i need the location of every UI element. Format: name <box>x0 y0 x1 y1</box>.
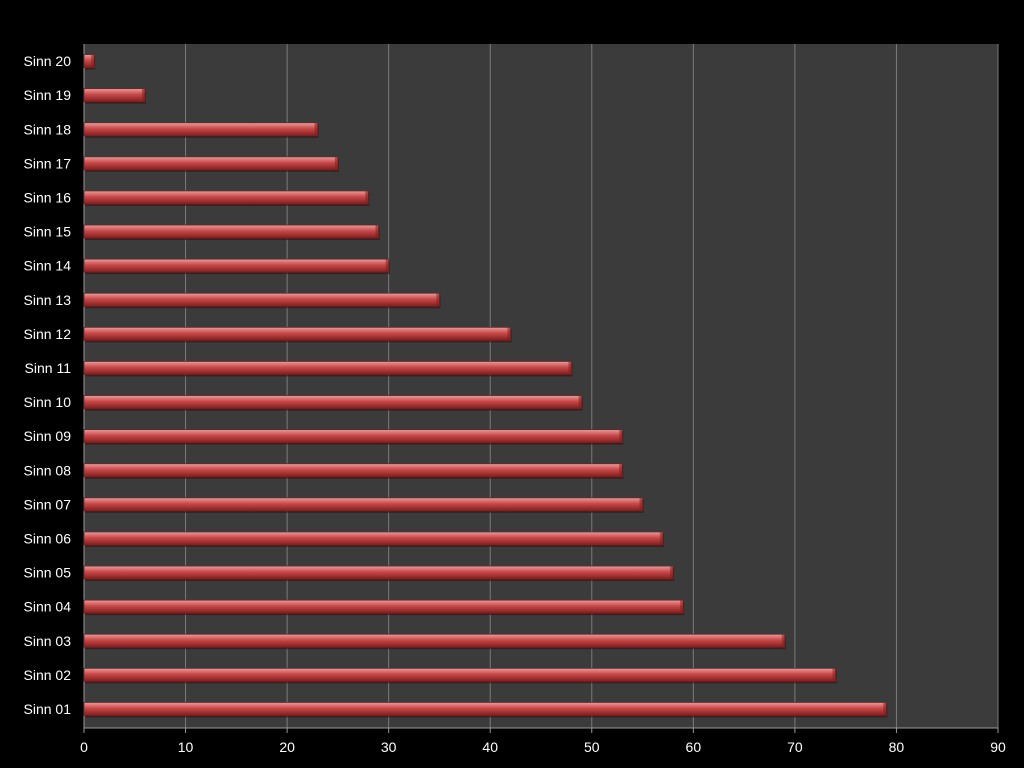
bar-sinn-15 <box>83 224 379 239</box>
bar-sinn-18 <box>83 122 318 137</box>
bar-cap-sinn-16 <box>365 190 369 204</box>
bar-group-sinn-01 <box>83 702 888 718</box>
x-tick-label-10: 10 <box>178 739 194 755</box>
y-tick-label-sinn-02: Sinn 02 <box>24 667 72 683</box>
y-tick-label-sinn-18: Sinn 18 <box>24 121 72 137</box>
bar-group-sinn-10 <box>83 395 583 411</box>
bar-group-sinn-08 <box>83 463 624 479</box>
y-tick-label-sinn-10: Sinn 10 <box>24 394 72 410</box>
bar-sinn-07 <box>83 497 643 512</box>
x-tick-label-20: 20 <box>279 739 295 755</box>
y-tick-label-sinn-19: Sinn 19 <box>24 87 72 103</box>
bar-group-sinn-11 <box>83 361 573 377</box>
bar-group-sinn-12 <box>83 326 512 343</box>
y-tick-label-sinn-17: Sinn 17 <box>24 155 72 171</box>
bar-cap-sinn-19 <box>141 88 145 102</box>
bar-sinn-03 <box>83 633 786 648</box>
x-tick-label-70: 70 <box>787 739 803 755</box>
bar-cap-sinn-18 <box>314 122 318 136</box>
bar-sinn-06 <box>83 531 664 546</box>
x-tick-label-90: 90 <box>990 739 1006 755</box>
bar-sinn-13 <box>83 292 440 307</box>
bar-group-sinn-15 <box>83 224 380 241</box>
bar-sinn-05 <box>83 565 674 580</box>
bar-cap-sinn-09 <box>619 429 623 443</box>
x-tick-label-60: 60 <box>686 739 702 755</box>
bar-cap-sinn-06 <box>659 531 663 545</box>
bar-sinn-02 <box>83 667 836 682</box>
y-tick-labels: Sinn 20 Sinn 19 Sinn 18 Sinn 17 Sinn 16 Sinn … <box>24 53 72 717</box>
x-tick-label-0: 0 <box>80 739 88 755</box>
bar-group-sinn-09 <box>83 429 624 445</box>
bar-cap-sinn-11 <box>568 361 572 375</box>
bar-cap-sinn-10 <box>578 395 582 409</box>
bar-sinn-08 <box>83 463 623 478</box>
y-tick-label-sinn-01: Sinn 01 <box>24 701 72 717</box>
bar-sinn-12 <box>83 326 511 341</box>
bar-cap-sinn-05 <box>670 566 674 580</box>
bar-cap-sinn-14 <box>385 259 389 273</box>
bars <box>83 54 888 718</box>
bar-sinn-14 <box>83 258 390 273</box>
bar-cap-sinn-12 <box>507 327 511 341</box>
y-tick-label-sinn-07: Sinn 07 <box>24 496 72 512</box>
bar-cap-sinn-15 <box>375 225 379 239</box>
y-tick-label-sinn-09: Sinn 09 <box>24 428 72 444</box>
bar-cap-sinn-07 <box>639 497 643 511</box>
bar-sinn-04 <box>83 599 684 614</box>
bar-group-sinn-13 <box>83 292 441 309</box>
bar-sinn-10 <box>83 395 583 409</box>
x-tick-label-30: 30 <box>381 739 397 755</box>
bar-group-sinn-19 <box>83 88 146 104</box>
bar-cap-sinn-02 <box>832 668 836 682</box>
bar-group-sinn-14 <box>83 258 390 275</box>
bar-sinn-09 <box>83 429 623 444</box>
x-tick-label-50: 50 <box>584 739 600 755</box>
bar-group-sinn-16 <box>83 190 370 206</box>
bar-sinn-11 <box>83 361 572 375</box>
bar-sinn-16 <box>83 190 369 205</box>
bar-sinn-17 <box>83 156 339 171</box>
x-tick-labels: 0 10 20 30 40 50 60 70 80 90 <box>80 739 1006 755</box>
bar-group-sinn-17 <box>83 156 339 172</box>
y-tick-label-sinn-14: Sinn 14 <box>24 258 72 274</box>
x-tick-label-80: 80 <box>889 739 905 755</box>
bar-group-sinn-18 <box>83 122 319 138</box>
bar-cap-sinn-20 <box>91 54 95 68</box>
y-tick-label-sinn-15: Sinn 15 <box>24 224 72 240</box>
bar-group-sinn-04 <box>83 599 685 616</box>
bar-sinn-19 <box>83 88 146 103</box>
bar-group-sinn-06 <box>83 531 664 547</box>
bar-group-sinn-03 <box>83 633 786 650</box>
bar-group-sinn-07 <box>83 497 644 513</box>
y-tick-label-sinn-08: Sinn 08 <box>24 462 72 478</box>
y-tick-label-sinn-16: Sinn 16 <box>24 189 72 205</box>
bar-cap-sinn-01 <box>883 702 887 716</box>
bar-group-sinn-05 <box>83 565 675 582</box>
y-tick-label-sinn-11: Sinn 11 <box>25 360 72 376</box>
y-tick-label-sinn-04: Sinn 04 <box>24 599 72 615</box>
y-tick-label-sinn-06: Sinn 06 <box>24 530 72 546</box>
bar-sinn-01 <box>83 702 887 716</box>
bar-group-sinn-02 <box>83 667 837 684</box>
y-tick-label-sinn-13: Sinn 13 <box>24 292 72 308</box>
y-tick-label-sinn-20: Sinn 20 <box>24 53 72 69</box>
bar-cap-sinn-03 <box>781 634 785 648</box>
y-tick-label-sinn-03: Sinn 03 <box>24 633 72 649</box>
x-tick-label-40: 40 <box>482 739 498 755</box>
bar-cap-sinn-17 <box>334 156 338 170</box>
y-tick-label-sinn-05: Sinn 05 <box>24 565 72 581</box>
bar-group-sinn-20 <box>83 54 96 70</box>
plot-area <box>84 44 998 728</box>
bar-cap-sinn-04 <box>680 600 684 614</box>
bar-cap-sinn-13 <box>436 293 440 307</box>
bar-cap-sinn-08 <box>619 463 623 477</box>
y-tick-label-sinn-12: Sinn 12 <box>24 326 72 342</box>
